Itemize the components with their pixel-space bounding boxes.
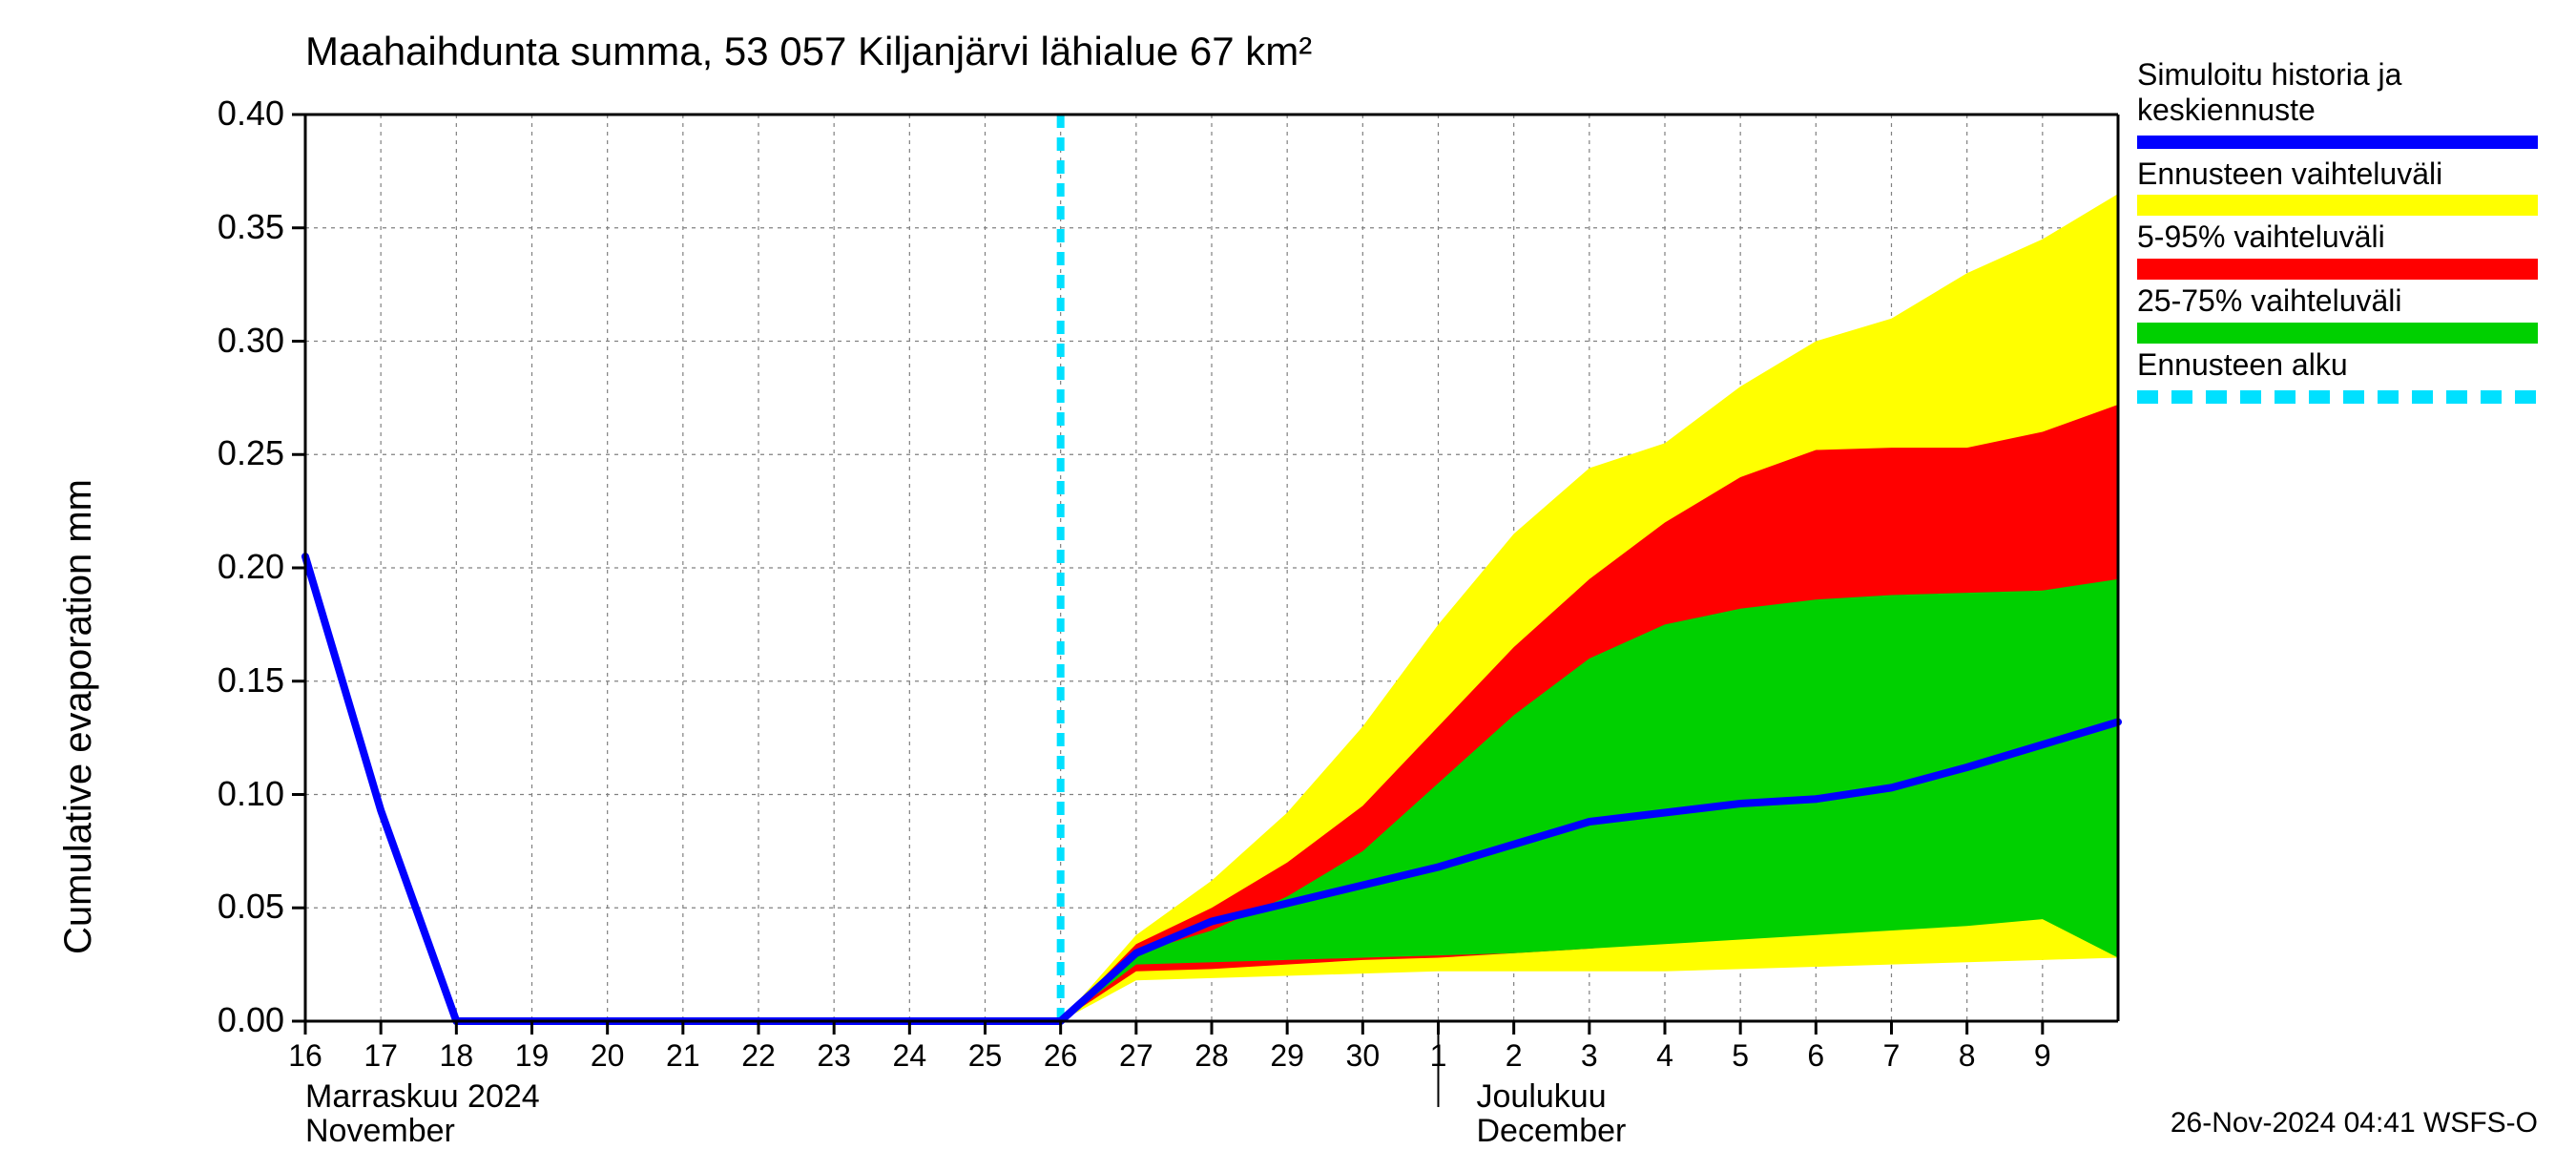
x-tick-label: 16 <box>286 1038 324 1074</box>
y-tick-label: 0.40 <box>218 94 284 134</box>
x-tick-label: 9 <box>2024 1038 2062 1074</box>
y-tick-label: 0.20 <box>218 547 284 587</box>
x-tick-label: 21 <box>664 1038 702 1074</box>
x-tick-label: 26 <box>1042 1038 1080 1074</box>
y-tick-label: 0.15 <box>218 660 284 700</box>
legend-swatch <box>2137 259 2538 280</box>
chart-container: Maahaihdunta summa, 53 057 Kiljanjärvi l… <box>0 0 2576 1145</box>
legend-item: 5-95% vaihteluväli <box>2137 220 2538 280</box>
month-right-bottom: December <box>1477 1113 1627 1150</box>
x-tick-label: 7 <box>1873 1038 1911 1074</box>
x-tick-label: 20 <box>589 1038 627 1074</box>
x-tick-label: 27 <box>1117 1038 1155 1074</box>
x-tick-label: 3 <box>1570 1038 1609 1074</box>
x-tick-label: 25 <box>966 1038 1005 1074</box>
legend-swatch <box>2137 390 2538 404</box>
legend-label: 5-95% vaihteluväli <box>2137 220 2538 255</box>
x-tick-label: 6 <box>1797 1038 1835 1074</box>
legend-swatch <box>2137 323 2538 344</box>
month-right-top: Joulukuu <box>1477 1078 1607 1116</box>
legend-item: Ennusteen vaihteluväli <box>2137 157 2538 217</box>
month-left-bottom: November <box>305 1113 455 1150</box>
x-tick-label: 19 <box>513 1038 551 1074</box>
x-tick-label: 18 <box>437 1038 475 1074</box>
y-tick-label: 0.35 <box>218 207 284 247</box>
y-tick-label: 0.25 <box>218 433 284 473</box>
x-tick-label: 28 <box>1193 1038 1231 1074</box>
x-tick-label: 24 <box>890 1038 928 1074</box>
x-tick-label: 23 <box>815 1038 853 1074</box>
legend-swatch <box>2137 195 2538 216</box>
legend-label: Ennusteen vaihteluväli <box>2137 157 2538 192</box>
legend-item: 25-75% vaihteluväli <box>2137 283 2538 344</box>
legend-item: Simuloitu historia ja keskiennuste <box>2137 57 2538 149</box>
x-tick-label: 22 <box>739 1038 778 1074</box>
x-tick-label: 4 <box>1646 1038 1684 1074</box>
legend-label: Simuloitu historia ja keskiennuste <box>2137 57 2538 128</box>
timestamp-label: 26-Nov-2024 04:41 WSFS-O <box>2171 1107 2538 1140</box>
y-tick-label: 0.00 <box>218 1000 284 1040</box>
legend-label: Ennusteen alku <box>2137 347 2538 383</box>
x-tick-label: 2 <box>1495 1038 1533 1074</box>
legend: Simuloitu historia ja keskiennuste Ennust… <box>2137 57 2538 411</box>
month-left-top: Marraskuu 2024 <box>305 1078 540 1116</box>
legend-label: 25-75% vaihteluväli <box>2137 283 2538 319</box>
legend-item: Ennusteen alku <box>2137 347 2538 404</box>
x-tick-label: 29 <box>1268 1038 1306 1074</box>
x-tick-label: 5 <box>1721 1038 1759 1074</box>
legend-swatch <box>2137 136 2538 149</box>
x-tick-label: 1 <box>1420 1038 1458 1074</box>
x-tick-label: 17 <box>362 1038 400 1074</box>
y-tick-label: 0.10 <box>218 774 284 814</box>
y-tick-label: 0.05 <box>218 887 284 927</box>
x-tick-label: 8 <box>1948 1038 1986 1074</box>
x-tick-label: 30 <box>1343 1038 1381 1074</box>
y-tick-label: 0.30 <box>218 321 284 361</box>
